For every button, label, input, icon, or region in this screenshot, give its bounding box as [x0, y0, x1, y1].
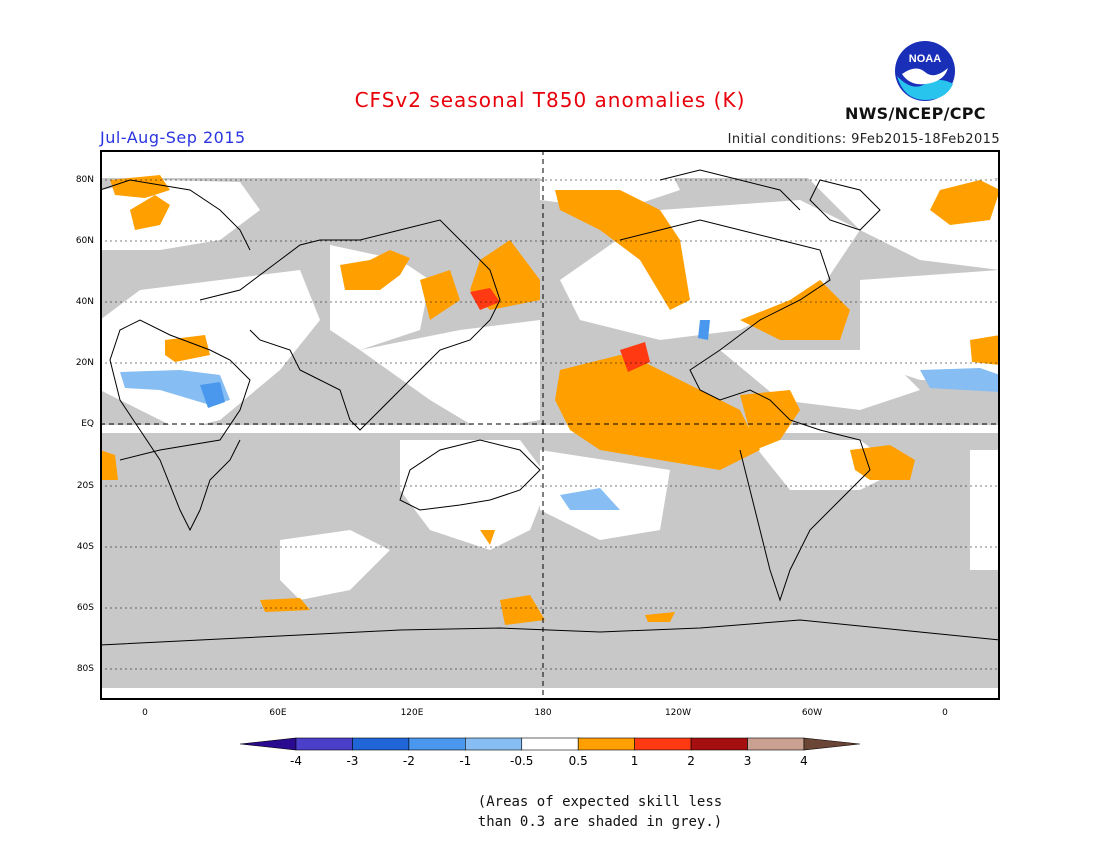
- colorbar-label: -4: [290, 754, 302, 768]
- strong-warm-regions: [470, 288, 650, 372]
- colorbar-label: 1: [630, 754, 639, 768]
- colorbar-label: 0.5: [568, 754, 588, 768]
- lon-label: 180: [534, 708, 552, 718]
- colorbar-box: [521, 737, 579, 751]
- lat-label: 60S: [76, 603, 94, 613]
- lon-label: 60W: [801, 708, 823, 718]
- colorbar-max-arrow: [803, 737, 860, 751]
- colorbar-box: [577, 737, 635, 751]
- lon-label: 0: [142, 708, 148, 718]
- colorbar-label: -0.5: [510, 754, 534, 768]
- lon-label: 0: [942, 708, 948, 718]
- lon-label: 120E: [400, 708, 424, 718]
- skill-note-line2: than 0.3 are shaded in grey.): [477, 814, 723, 830]
- colorbar-box: [352, 737, 410, 751]
- anomaly-map: [100, 150, 1000, 700]
- lat-label: 40N: [75, 297, 94, 307]
- colorbar-label: 3: [743, 754, 752, 768]
- moderate-cool-regions: [200, 320, 710, 408]
- colorbar-box: [295, 737, 353, 751]
- noaa-logo: NOAA: [895, 41, 955, 101]
- colorbar-label: -2: [402, 754, 415, 768]
- colorbar-box: [747, 737, 805, 751]
- colorbar-label: 2: [687, 754, 695, 768]
- colorbar-min-arrow: [240, 737, 297, 751]
- colorbar: [240, 737, 860, 751]
- skill-note-line1: (Areas of expected skill less: [477, 794, 723, 810]
- colorbar-label: 4: [800, 754, 808, 768]
- lat-label: EQ: [81, 419, 94, 429]
- colorbar-box: [408, 737, 466, 751]
- graticule: [100, 179, 1000, 670]
- lat-label: 80S: [76, 664, 94, 674]
- lat-label: 80N: [75, 175, 94, 185]
- cool-anomaly-regions: [120, 368, 1000, 510]
- logo-text: NOAA: [909, 53, 941, 65]
- agency-label: NWS/NCEP/CPC: [845, 104, 986, 123]
- lon-label: 60E: [269, 708, 287, 718]
- forecast-period: Jul-Aug-Sep 2015: [100, 128, 246, 147]
- warm-anomaly-regions: [100, 175, 1000, 625]
- colorbar-box: [634, 737, 692, 751]
- lon-label: 120W: [664, 708, 692, 718]
- map-frame: [100, 150, 1000, 700]
- colorbar-label: -1: [459, 754, 472, 768]
- chart-title: CFSv2 seasonal T850 anomalies (K): [354, 88, 746, 112]
- colorbar-label: -3: [346, 754, 359, 768]
- colorbar-box: [690, 737, 748, 751]
- lat-label: 20N: [75, 358, 94, 368]
- initial-conditions: Initial conditions: 9Feb2015-18Feb2015: [727, 132, 1000, 147]
- lat-label: 60N: [75, 236, 94, 246]
- lat-label: 40S: [76, 542, 94, 552]
- lat-label: 20S: [76, 481, 94, 491]
- colorbar-box: [465, 737, 523, 751]
